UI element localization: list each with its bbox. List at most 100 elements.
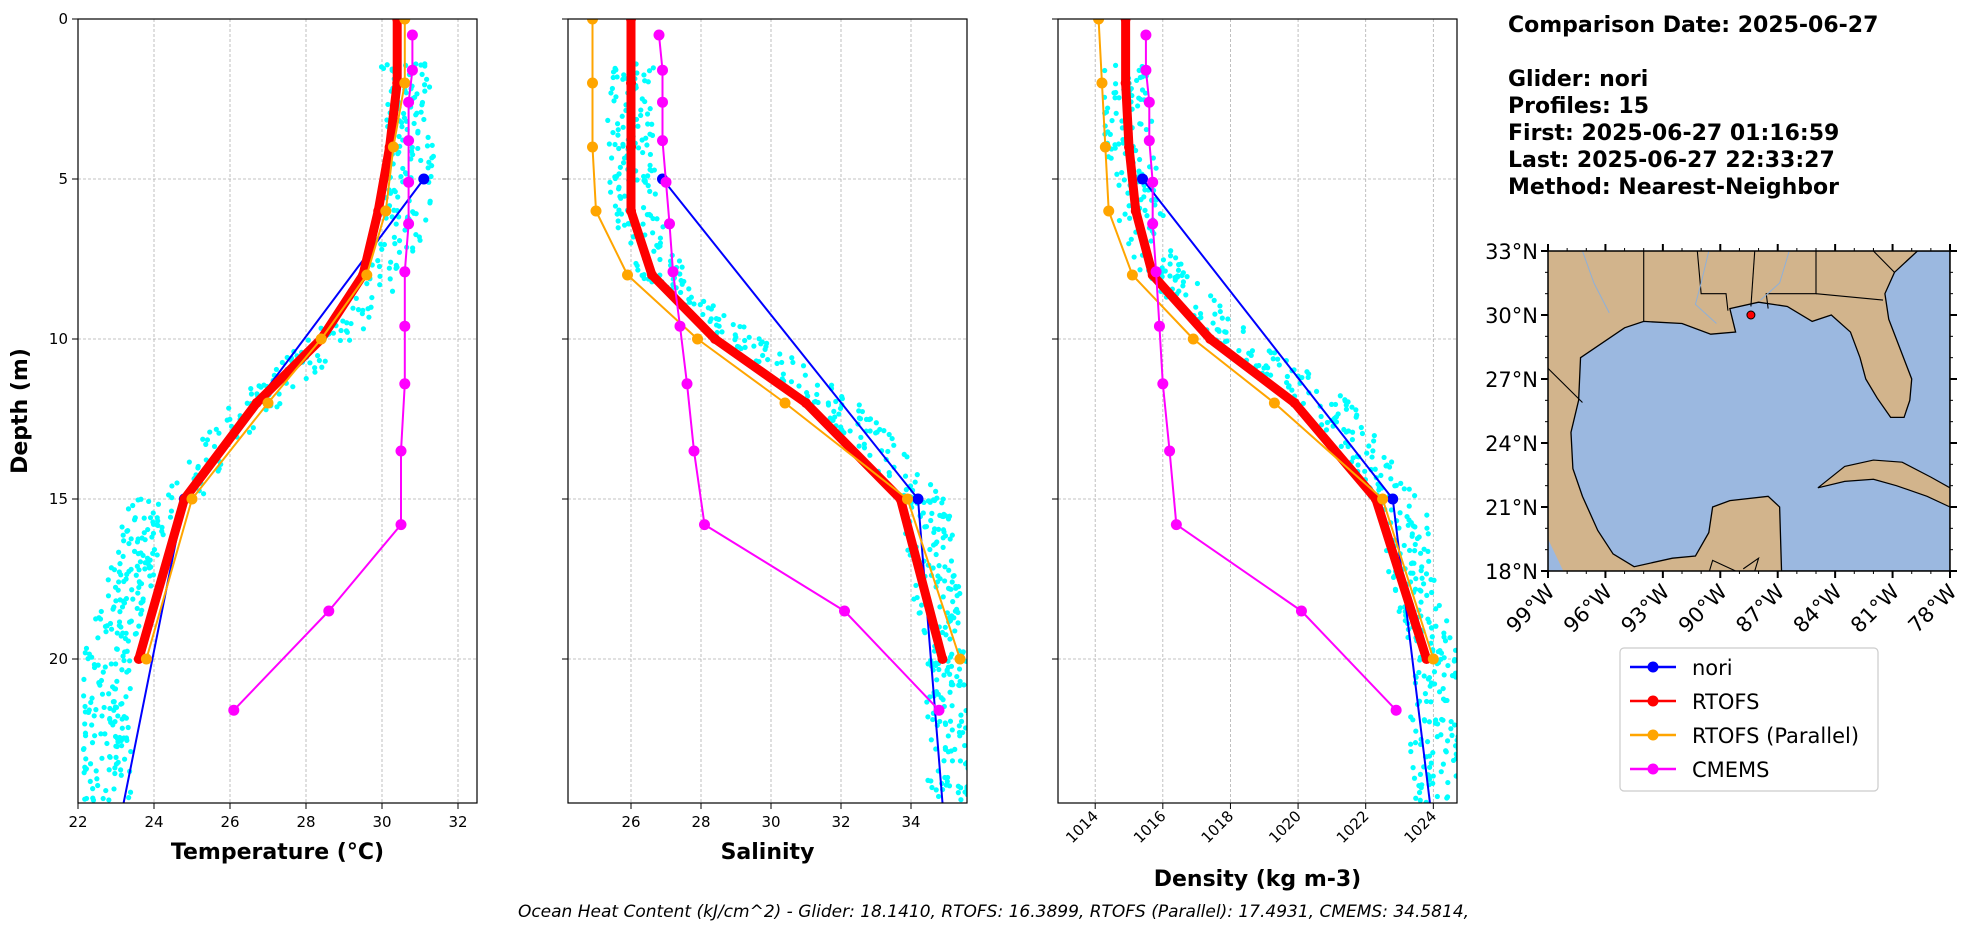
- glider-scatter-point: [1369, 454, 1375, 460]
- glider-scatter-point: [87, 761, 94, 767]
- glider-scatter-point: [1113, 110, 1119, 116]
- glider-scatter-point: [737, 323, 743, 330]
- glider-scatter-point: [1240, 328, 1246, 335]
- glider-scatter-point: [621, 72, 627, 78]
- series-point-cmems: [399, 378, 411, 390]
- glider-scatter-point: [933, 689, 940, 695]
- glider-scatter-point: [921, 627, 927, 634]
- glider-scatter-point: [1388, 507, 1395, 513]
- glider-scatter-point: [861, 445, 868, 451]
- glider-scatter-point: [115, 759, 121, 765]
- glider-scatter-point: [1167, 261, 1173, 267]
- glider-scatter-point: [337, 337, 343, 344]
- glider-scatter-point: [392, 241, 398, 247]
- glider-scatter-point: [330, 330, 337, 336]
- glider-scatter-point: [1219, 315, 1225, 321]
- glider-scatter-point: [873, 420, 879, 426]
- glider-scatter-point: [1388, 476, 1394, 482]
- glider-scatter-point: [226, 405, 232, 411]
- glider-scatter-point: [937, 718, 943, 725]
- glider-scatter-point: [130, 596, 136, 602]
- glider-scatter-point: [805, 393, 811, 399]
- glider-scatter-point: [127, 658, 133, 664]
- glider-scatter-point: [1438, 769, 1444, 775]
- glider-scatter-point: [344, 329, 350, 335]
- glider-scatter-point: [378, 241, 384, 247]
- glider-scatter-point: [346, 337, 353, 343]
- glider-scatter-point: [1412, 548, 1418, 554]
- glider-scatter-point: [966, 688, 967, 690]
- glider-scatter-point: [628, 240, 634, 246]
- glider-scatter-point: [1401, 542, 1407, 549]
- glider-scatter-point: [417, 237, 423, 243]
- border-line: [1708, 559, 1736, 571]
- border-line: [1765, 251, 1817, 309]
- glider-scatter-point: [115, 739, 121, 745]
- glider-scatter-point: [1424, 525, 1430, 531]
- glider-scatter-point: [788, 379, 795, 385]
- glider-scatter-point: [734, 343, 741, 350]
- glider-scatter-point: [1180, 270, 1186, 276]
- glider-scatter-point: [1428, 760, 1434, 766]
- glider-scatter-point: [1371, 438, 1377, 444]
- glider-scatter-point: [81, 693, 87, 699]
- glider-scatter-point: [98, 608, 104, 615]
- glider-scatter-point: [1426, 753, 1433, 759]
- glider-scatter-point: [109, 684, 116, 690]
- glider-scatter-point: [398, 173, 404, 180]
- series-point-rtofs-parallel: [587, 19, 598, 25]
- glider-scatter-point: [934, 539, 940, 545]
- glider-scatter-point: [796, 383, 802, 389]
- x-tick-label: 1014: [1062, 807, 1102, 847]
- series-point-rtofs: [179, 494, 190, 504]
- series-point-cmems: [1150, 266, 1162, 278]
- lon-tick-label: 90°W: [1674, 579, 1732, 637]
- glider-scatter-point: [353, 295, 359, 302]
- glider-scatter-point: [644, 111, 651, 117]
- glider-scatter-point: [391, 187, 397, 193]
- glider-scatter-point: [110, 606, 116, 612]
- glider-scatter-point: [124, 571, 130, 577]
- glider-scatter-point: [640, 149, 646, 156]
- glider-scatter-point: [1431, 669, 1438, 675]
- glider-scatter-point: [1424, 512, 1430, 518]
- glider-scatter-point: [677, 271, 683, 277]
- series-point-rtofs-parallel: [380, 205, 392, 217]
- glider-scatter-point: [130, 502, 136, 509]
- series-point-rtofs-parallel: [1093, 19, 1105, 25]
- glider-scatter-point: [620, 143, 626, 149]
- glider-scatter-point: [105, 577, 111, 583]
- series-point-cmems: [657, 135, 668, 147]
- glider-scatter-point: [145, 526, 151, 533]
- glider-scatter-point: [1284, 373, 1290, 380]
- series-point-rtofs-parallel: [1096, 77, 1108, 89]
- series-point-nori: [418, 173, 430, 185]
- glider-scatter-point: [1119, 170, 1125, 176]
- glider-scatter-point: [924, 699, 930, 705]
- glider-scatter-point: [949, 532, 955, 538]
- glider-scatter-point: [418, 157, 424, 164]
- series-point-cmems: [664, 218, 675, 230]
- glider-scatter-point: [1112, 81, 1119, 87]
- series-point-rtofs-parallel: [1377, 493, 1389, 505]
- glider-scatter-point: [941, 672, 947, 678]
- glider-scatter-point: [914, 594, 920, 601]
- glider-scatter-point: [1430, 780, 1436, 787]
- glider-scatter-point: [608, 90, 614, 96]
- glider-scatter-point: [933, 488, 939, 494]
- glider-scatter-point: [98, 731, 104, 737]
- glider-scatter-point: [644, 142, 650, 148]
- series-point-rtofs: [392, 78, 403, 88]
- glider-scatter-point: [389, 288, 396, 294]
- glider-scatter-point: [650, 65, 656, 71]
- glider-scatter-point: [1328, 401, 1335, 407]
- glider-scatter-point: [104, 740, 110, 747]
- glider-scatter-point: [375, 258, 381, 264]
- glider-scatter-point: [1105, 154, 1112, 160]
- glider-scatter-point: [1421, 673, 1427, 679]
- glider-scatter-point: [774, 360, 780, 367]
- glider-scatter-point: [1194, 280, 1201, 287]
- series-point-rtofs-parallel: [361, 269, 373, 281]
- series-point-rtofs-parallel: [262, 397, 274, 409]
- series-point-cmems: [1147, 176, 1159, 188]
